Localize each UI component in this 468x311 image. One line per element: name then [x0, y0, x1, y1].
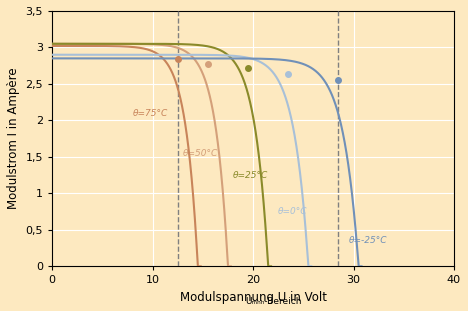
Text: θ=25°C: θ=25°C: [233, 171, 268, 180]
X-axis label: Modulspannung U in Volt: Modulspannung U in Volt: [180, 291, 327, 304]
Text: Uₘₕₕ-Bereich: Uₘₕₕ-Bereich: [245, 297, 301, 306]
Y-axis label: Modulstrom I in Ampère: Modulstrom I in Ampère: [7, 68, 20, 209]
Text: θ=-25°C: θ=-25°C: [349, 236, 387, 245]
Text: θ=50°C: θ=50°C: [183, 149, 218, 158]
Text: θ=0°C: θ=0°C: [278, 207, 307, 216]
Text: θ=75°C: θ=75°C: [132, 109, 168, 118]
